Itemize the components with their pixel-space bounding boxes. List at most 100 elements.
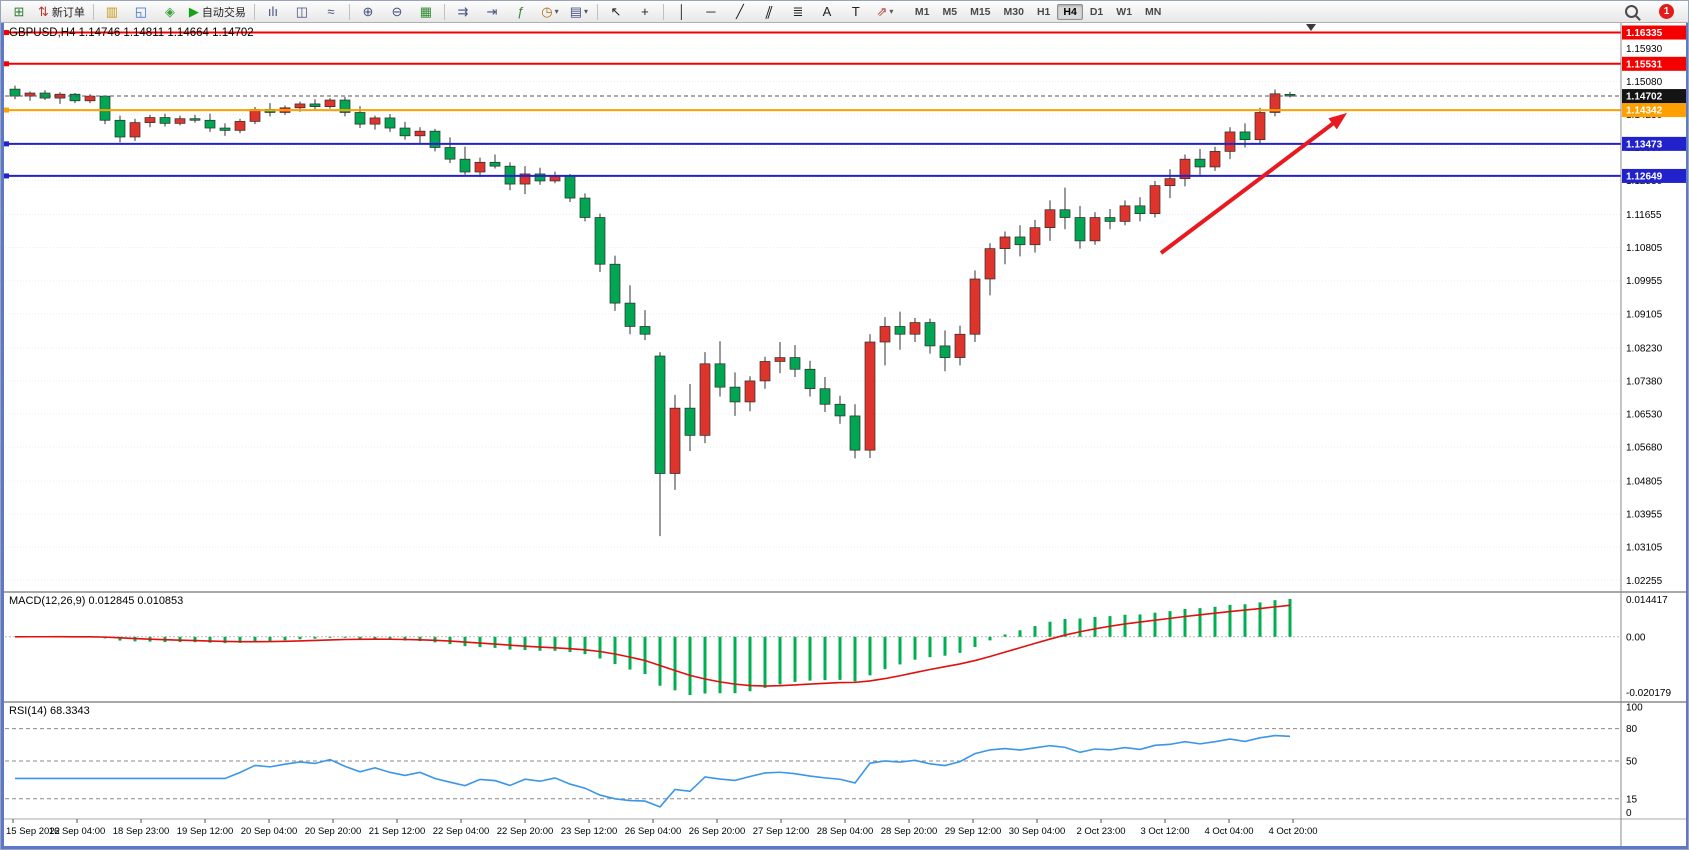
time-axis-label: 26 Sep 20:00 [689, 826, 746, 837]
new-order-button[interactable]: ⇅ 新订单 [34, 2, 89, 22]
text-label-button[interactable]: T [842, 2, 870, 22]
time-axis-label: 3 Oct 12:00 [1140, 826, 1189, 837]
chart-shift-button[interactable]: ⇥ [478, 2, 506, 22]
price-axis-label: 1.11655 [1626, 210, 1662, 221]
resistance-line-2-handle[interactable] [4, 61, 9, 67]
search-button[interactable] [1617, 2, 1645, 22]
crosshair-button[interactable]: + [631, 2, 659, 22]
templates-button[interactable]: ▤ ▾ [565, 2, 593, 22]
notification-badge[interactable]: 1 [1659, 4, 1674, 19]
line-chart-icon: ≈ [327, 4, 335, 19]
bear-candle-body [384, 117, 396, 129]
time-axis-label: 18 Sep 23:00 [113, 826, 170, 837]
navigator-button[interactable]: ◈ [156, 2, 184, 22]
indicators-button[interactable]: ƒ [507, 2, 535, 22]
window-border-left [1, 23, 4, 849]
pivot-line-handle[interactable] [4, 107, 9, 113]
text-button[interactable]: A [813, 2, 841, 22]
time-axis-label: 30 Sep 04:00 [1009, 826, 1066, 837]
price-axis-label: 1.09955 [1626, 276, 1663, 287]
data-window-button[interactable]: ◱ [127, 2, 155, 22]
timeframe-button-m30[interactable]: M30 [1003, 5, 1024, 18]
cursor-button[interactable]: ↖ [602, 2, 630, 22]
resistance-line-1-handle[interactable] [4, 30, 9, 36]
price-level-badge [1622, 25, 1686, 40]
zoom-in-button[interactable]: ⊕ [354, 2, 382, 22]
price-axis-label: 1.04805 [1626, 477, 1663, 488]
bull-candle-body [324, 99, 336, 107]
support-line-2-handle[interactable] [4, 173, 9, 179]
bull-candle-body [84, 95, 96, 102]
arrows-button[interactable]: ⇗ ▾ [871, 2, 899, 22]
panel-divider[interactable] [1, 591, 1689, 593]
bear-candle-body [1134, 205, 1146, 214]
price-level-badge [1622, 136, 1686, 151]
indicators-icon: ƒ [517, 4, 525, 19]
timeframe-button-d1[interactable]: D1 [1089, 5, 1104, 18]
bull-candle-body [1164, 178, 1176, 186]
timeframe-button-m1[interactable]: M1 [914, 5, 930, 18]
bull-candle-body [999, 236, 1011, 249]
market-watch-icon: ▥ [105, 4, 119, 19]
price-level-badge [1622, 56, 1686, 71]
channel-button[interactable]: ∥ [755, 2, 783, 22]
arrow-shapes-icon: ⇗ [876, 4, 888, 19]
bear-candle-body [39, 92, 51, 99]
timeframe-button-w1[interactable]: W1 [1116, 5, 1133, 18]
bar-chart-button[interactable]: ılı [259, 2, 287, 22]
tile-windows-button[interactable]: ▦ [412, 2, 440, 22]
vertical-line-button[interactable]: │ [668, 2, 696, 22]
data-window-icon: ◱ [134, 4, 148, 19]
main-chart-plot[interactable] [1, 23, 1621, 591]
window-border-bottom [1, 846, 1688, 849]
price-axis[interactable] [1621, 23, 1689, 847]
bull-candle-body [879, 326, 891, 343]
chart-shift-marker[interactable] [1306, 24, 1316, 31]
macd-axis-label: -0.020179 [1626, 688, 1671, 699]
trend-arrow-annotation[interactable] [1159, 117, 1341, 255]
bear-candle-body [834, 403, 846, 417]
price-axis-label: 1.10805 [1626, 243, 1663, 254]
bull-candle-body [249, 109, 261, 122]
candlesticks [9, 85, 1296, 537]
zoom-out-button[interactable]: ⊖ [383, 2, 411, 22]
candlestick-chart-button[interactable]: ◫ [288, 2, 316, 22]
new-chart-button[interactable]: ⊞ [5, 2, 33, 22]
bull-candle-body [129, 122, 141, 138]
rsi-axis-label: 15 [1626, 794, 1638, 805]
market-watch-button[interactable]: ▥ [98, 2, 126, 22]
bear-candle-body [804, 368, 816, 390]
rsi-axis-label: 100 [1626, 703, 1643, 714]
panel-divider[interactable] [1, 701, 1689, 703]
line-chart-button[interactable]: ≈ [317, 2, 345, 22]
timeframe-button-h4[interactable]: H4 [1057, 3, 1083, 20]
horizontal-line-button[interactable]: ─ [697, 2, 725, 22]
autotrading-button[interactable]: ▶ 自动交易 [185, 2, 250, 22]
bull-candle-body [369, 117, 381, 125]
timeframe-button-m5[interactable]: M5 [942, 5, 958, 18]
bull-candle-body [174, 118, 186, 124]
text-icon: A [822, 4, 832, 19]
bear-candle-body [624, 302, 636, 327]
price-axis-label: 1.09105 [1626, 309, 1663, 320]
bull-candle-body [909, 322, 921, 335]
bar-chart-icon: ılı [267, 4, 278, 19]
price-axis-label: 1.03955 [1626, 510, 1663, 521]
auto-scroll-button[interactable]: ⇉ [449, 2, 477, 22]
support-line-1-handle[interactable] [4, 141, 9, 147]
timeframe-button-h1[interactable]: H1 [1036, 5, 1051, 18]
bear-candle-body [399, 127, 411, 137]
timeframe-button-mn[interactable]: MN [1145, 5, 1162, 18]
fibonacci-button[interactable]: ≣ [784, 2, 812, 22]
price-axis-label: 1.15930 [1626, 44, 1663, 55]
bull-candle-body [984, 248, 996, 280]
time-axis-label: 2 Oct 23:00 [1076, 826, 1125, 837]
timeframe-button-m15[interactable]: M15 [970, 5, 991, 18]
trendline-button[interactable]: ╱ [726, 2, 754, 22]
rsi-axis-label: 80 [1626, 724, 1638, 735]
price-axis-label: 1.08230 [1626, 343, 1663, 354]
bear-candle-body [429, 130, 441, 148]
periods-button[interactable]: ◷ ▾ [536, 2, 564, 22]
